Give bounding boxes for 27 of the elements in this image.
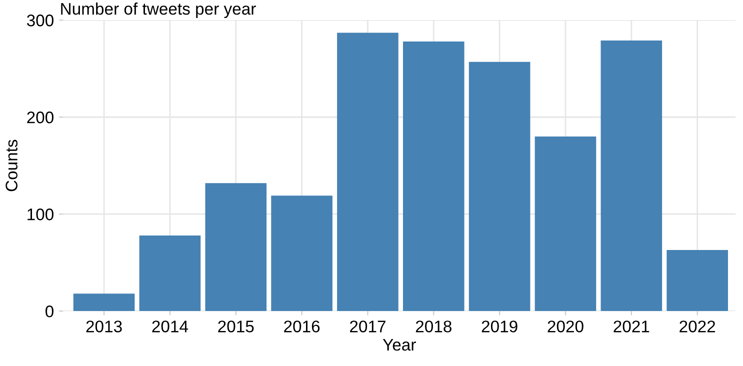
x-tick-label: 2016 (284, 320, 320, 332)
x-tick-label: 2019 (482, 320, 518, 332)
bar (666, 250, 728, 312)
bar (468, 62, 530, 312)
bar (271, 196, 332, 312)
x-axis-title: Year (382, 339, 416, 351)
bar (205, 183, 267, 312)
y-tick-label: 300 (26, 14, 54, 26)
x-tick-label: 2021 (614, 320, 650, 332)
y-tick-label: 200 (27, 112, 54, 124)
y-tick-label: 0 (46, 306, 54, 318)
x-tick-label: 2013 (86, 320, 122, 332)
bar (139, 235, 201, 312)
x-tick-label: 2022 (680, 320, 716, 332)
bar (600, 40, 662, 312)
bar (402, 41, 464, 312)
x-tick-label: 2018 (416, 320, 452, 332)
x-tick-label: 2014 (152, 320, 188, 332)
x-tick-label: 2015 (218, 320, 254, 332)
bar (337, 32, 398, 312)
x-tick-label: 2020 (548, 320, 584, 332)
bar (73, 294, 135, 312)
y-axis-title: Counts (6, 140, 18, 192)
x-tick-label: 2017 (350, 320, 386, 332)
chart-title: Number of tweets per year (61, 2, 256, 18)
bar (534, 136, 596, 312)
y-tick-label: 100 (28, 208, 54, 220)
